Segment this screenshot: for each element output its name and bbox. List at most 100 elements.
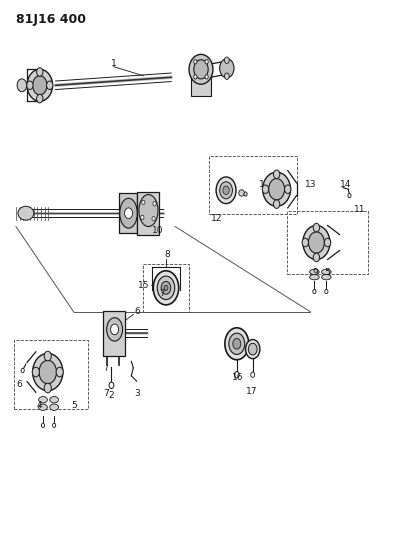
- Circle shape: [27, 81, 33, 90]
- Ellipse shape: [303, 225, 330, 260]
- Circle shape: [41, 423, 45, 427]
- Ellipse shape: [189, 54, 213, 84]
- Circle shape: [224, 57, 229, 63]
- Text: 14: 14: [340, 180, 351, 189]
- Text: 11: 11: [259, 180, 270, 189]
- Text: 4: 4: [37, 401, 43, 409]
- Ellipse shape: [50, 397, 59, 403]
- Circle shape: [285, 185, 291, 193]
- Circle shape: [56, 367, 63, 377]
- Ellipse shape: [244, 192, 247, 196]
- Ellipse shape: [248, 343, 257, 355]
- Circle shape: [273, 170, 280, 179]
- Ellipse shape: [18, 206, 34, 220]
- Text: 81J16 400: 81J16 400: [16, 13, 86, 26]
- Circle shape: [251, 372, 255, 377]
- Ellipse shape: [263, 172, 291, 206]
- Bar: [191, 67, 211, 96]
- Circle shape: [53, 423, 56, 427]
- Circle shape: [37, 94, 43, 103]
- Text: 6: 6: [16, 381, 22, 389]
- Ellipse shape: [223, 186, 229, 195]
- Ellipse shape: [50, 404, 59, 410]
- Ellipse shape: [27, 69, 53, 101]
- Ellipse shape: [310, 269, 319, 274]
- Ellipse shape: [161, 281, 171, 294]
- Circle shape: [313, 289, 316, 294]
- Circle shape: [21, 368, 24, 373]
- Bar: [137, 192, 159, 235]
- Bar: [14, 340, 88, 409]
- Circle shape: [205, 75, 208, 79]
- Circle shape: [313, 253, 320, 262]
- Circle shape: [141, 215, 144, 220]
- Ellipse shape: [39, 397, 47, 403]
- Text: 7: 7: [159, 289, 165, 297]
- Ellipse shape: [120, 198, 137, 228]
- Circle shape: [47, 81, 53, 90]
- Text: 6: 6: [135, 308, 140, 316]
- Circle shape: [313, 223, 320, 232]
- Ellipse shape: [153, 271, 179, 305]
- Ellipse shape: [225, 328, 249, 360]
- Circle shape: [44, 351, 51, 361]
- Ellipse shape: [310, 274, 319, 280]
- Text: 5: 5: [325, 269, 330, 277]
- Circle shape: [205, 60, 208, 64]
- Circle shape: [273, 200, 280, 208]
- Text: 13: 13: [305, 180, 316, 189]
- Circle shape: [302, 238, 308, 247]
- Circle shape: [142, 200, 145, 205]
- Ellipse shape: [157, 276, 175, 300]
- Ellipse shape: [229, 333, 245, 354]
- Text: 11: 11: [355, 205, 366, 214]
- Circle shape: [194, 75, 197, 79]
- Text: 3: 3: [135, 389, 140, 398]
- Circle shape: [153, 201, 156, 206]
- Ellipse shape: [33, 353, 63, 391]
- Ellipse shape: [239, 190, 244, 196]
- Text: 16: 16: [232, 373, 243, 382]
- Ellipse shape: [33, 76, 47, 95]
- Text: 1: 1: [111, 60, 116, 68]
- Circle shape: [262, 185, 269, 193]
- Ellipse shape: [220, 182, 232, 199]
- Text: 5: 5: [71, 401, 77, 409]
- Circle shape: [224, 73, 229, 79]
- Text: 12: 12: [211, 214, 222, 223]
- Ellipse shape: [39, 404, 47, 410]
- Ellipse shape: [111, 324, 119, 335]
- Ellipse shape: [246, 340, 260, 359]
- Ellipse shape: [39, 360, 57, 384]
- Circle shape: [324, 238, 331, 247]
- Text: 10: 10: [152, 227, 164, 235]
- Text: 9: 9: [313, 269, 318, 277]
- Ellipse shape: [139, 195, 158, 227]
- Circle shape: [44, 383, 51, 393]
- Circle shape: [37, 68, 43, 76]
- Ellipse shape: [107, 318, 123, 341]
- Ellipse shape: [322, 274, 331, 280]
- Text: 2: 2: [109, 391, 114, 400]
- Circle shape: [325, 289, 328, 294]
- Ellipse shape: [308, 232, 324, 253]
- Circle shape: [348, 193, 351, 198]
- Bar: [103, 311, 125, 356]
- Circle shape: [32, 367, 39, 377]
- Circle shape: [194, 60, 197, 64]
- Text: 8: 8: [164, 251, 170, 259]
- Circle shape: [125, 208, 133, 219]
- Ellipse shape: [220, 59, 234, 78]
- Bar: [287, 211, 368, 274]
- Circle shape: [234, 372, 239, 378]
- Text: 17: 17: [246, 387, 258, 396]
- Ellipse shape: [322, 269, 331, 274]
- Bar: [209, 156, 297, 214]
- Circle shape: [152, 216, 155, 221]
- Ellipse shape: [164, 285, 168, 290]
- Ellipse shape: [233, 338, 241, 349]
- Ellipse shape: [269, 179, 285, 200]
- Bar: [119, 193, 137, 233]
- Circle shape: [17, 79, 27, 92]
- Ellipse shape: [194, 60, 208, 79]
